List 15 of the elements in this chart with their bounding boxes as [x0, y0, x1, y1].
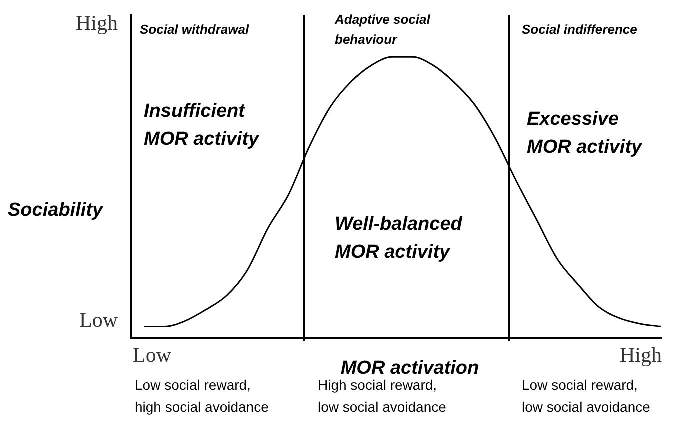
text: Low: [80, 308, 119, 332]
text: High: [620, 343, 662, 367]
annotation: Excessive MOR activity: [527, 109, 644, 158]
x-axis-title: MOR activation: [340, 358, 480, 379]
text: Low social reward, low social avoidance: [522, 377, 651, 415]
y-axis-title: Sociability: [8, 200, 104, 221]
text: Social withdrawal: [140, 22, 250, 37]
text: High: [76, 11, 118, 35]
text: Low social reward, high social avoidance: [135, 377, 270, 415]
text: Low: [133, 343, 172, 367]
annotation: Well-balanced MOR activity: [335, 214, 463, 263]
text: High social reward, low social avoidance: [318, 377, 447, 415]
text: Adaptive social behaviour: [334, 12, 431, 47]
annotation: Insufficient MOR activity: [144, 101, 261, 150]
text: Social indifference: [522, 22, 638, 37]
